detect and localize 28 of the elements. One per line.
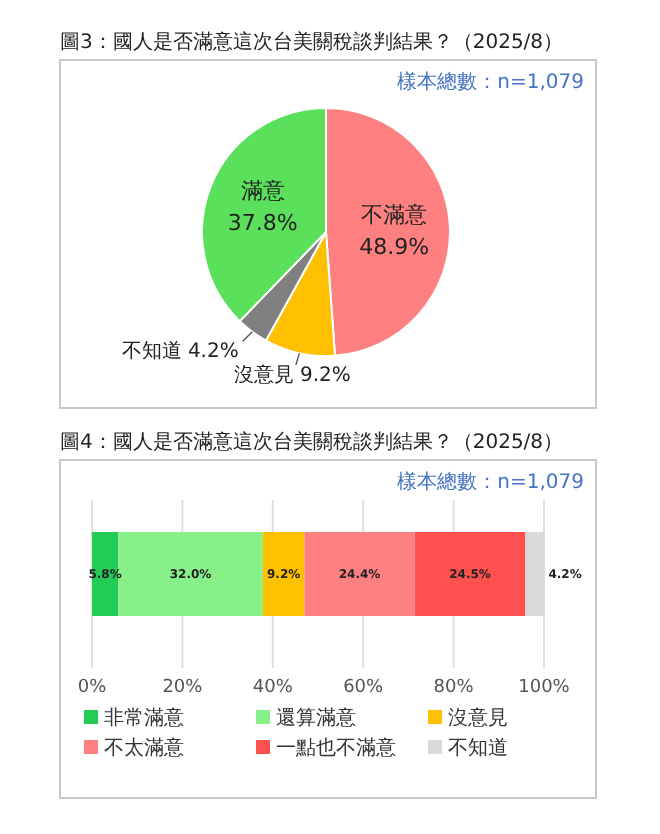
bar — [304, 532, 415, 616]
x-tick-label: 20% — [162, 678, 204, 698]
slice-label: 滿意 — [240, 178, 285, 205]
text: 樣本總數：n=1,079 — [397, 470, 584, 494]
x-tick-label: 100% — [518, 678, 571, 698]
slice-label: 不滿意 — [361, 201, 428, 228]
slice-label: 沒意見 — [233, 362, 294, 387]
x-tick-label: 60% — [343, 678, 385, 698]
legend-label: 不太滿意 — [104, 736, 184, 760]
legend-label: 非常滿意 — [104, 706, 184, 730]
bar — [262, 532, 305, 616]
legend-label: 還算滿意 — [276, 706, 356, 730]
legend-label: 不知道 — [448, 736, 508, 760]
text: 樣本總數：n=1,079 — [397, 70, 584, 94]
data-label: 9.2% — [299, 364, 351, 387]
x-tick-label: 40% — [252, 678, 294, 698]
bar — [118, 532, 263, 616]
chart-title: 圖3：國人是否滿意這次台美關稅談判結果？（2025/8） — [60, 30, 564, 54]
bar — [414, 532, 526, 616]
data-label: 48.9% — [359, 233, 430, 260]
data-label: 37.8% — [227, 210, 298, 237]
legend-label: 沒意見 — [448, 706, 508, 730]
slice-label: 不知道 — [121, 339, 182, 364]
x-tick-label: 80% — [433, 678, 475, 698]
legend-label: 一點也不滿意 — [276, 736, 396, 760]
chart-title: 圖4：國人是否滿意這次台美關稅談判結果？（2025/8） — [60, 430, 564, 454]
data-label: 4.2% — [187, 341, 239, 364]
x-tick-label: 0% — [77, 678, 108, 698]
